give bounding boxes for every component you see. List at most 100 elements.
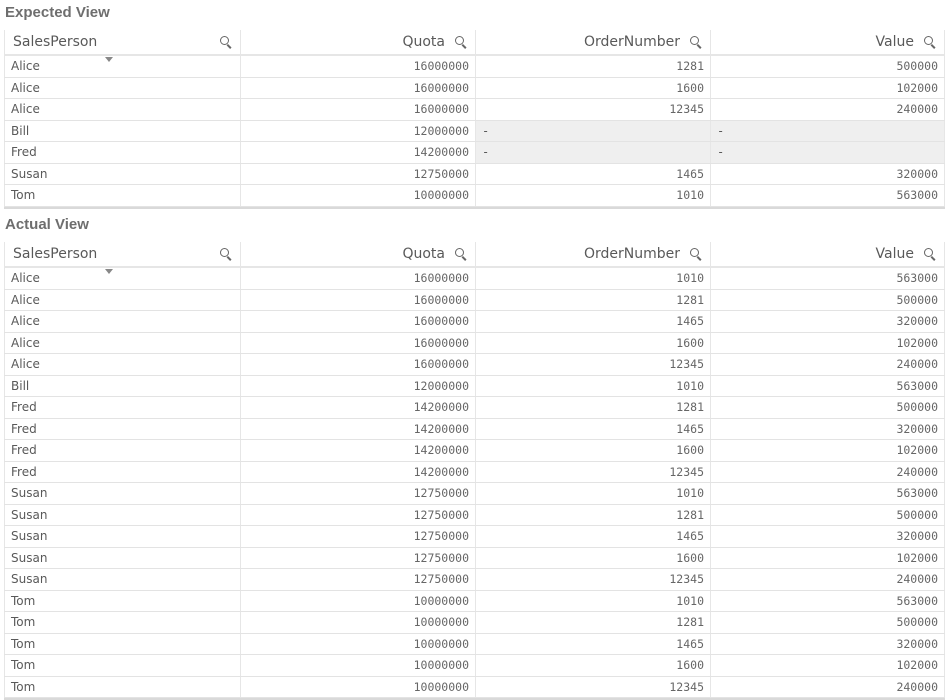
cell-value: 563000 — [710, 590, 945, 611]
cell-salesperson[interactable]: Alice — [4, 332, 240, 353]
cell-quota: 16000000 — [240, 311, 475, 332]
cell-ordernumber: 1465 — [475, 526, 710, 547]
cell-quota: 10000000 — [240, 185, 475, 206]
cell-quota: 16000000 — [240, 289, 475, 310]
table-row: Tom 10000000 1010 563000 — [4, 590, 945, 612]
table-row: Tom 10000000 1281 500000 — [4, 612, 945, 634]
cell-salesperson[interactable]: Bill — [4, 375, 240, 396]
cell-quota: 14200000 — [240, 440, 475, 461]
column-header-label: OrderNumber — [583, 34, 680, 50]
search-icon[interactable] — [690, 248, 702, 260]
column-header-value[interactable]: Value — [710, 242, 945, 266]
cell-ordernumber: 1465 — [475, 418, 710, 439]
cell-quota: 12750000 — [240, 526, 475, 547]
cell-quota: 10000000 — [240, 590, 475, 611]
cell-value: 102000 — [710, 655, 945, 676]
cell-value: 500000 — [710, 397, 945, 418]
table-row: Alice 16000000 1465 320000 — [4, 311, 945, 333]
cell-salesperson[interactable]: Susan — [4, 483, 240, 504]
cell-salesperson[interactable]: Fred — [4, 461, 240, 482]
table-row: Alice 16000000 1600 102000 — [4, 332, 945, 354]
cell-value: 240000 — [710, 99, 945, 120]
cell-ordernumber: 1281 — [475, 612, 710, 633]
cell-value: - — [710, 142, 945, 163]
cell-value: 320000 — [710, 311, 945, 332]
cell-ordernumber: 1600 — [475, 547, 710, 568]
table-row: Susan 12750000 1465 320000 — [4, 163, 945, 185]
cell-salesperson[interactable]: Tom — [4, 655, 240, 676]
cell-ordernumber: 1600 — [475, 332, 710, 353]
cell-salesperson[interactable]: Tom — [4, 676, 240, 697]
cell-value: 563000 — [710, 268, 945, 289]
cell-ordernumber: 1281 — [475, 56, 710, 77]
search-icon[interactable] — [924, 36, 936, 48]
search-icon[interactable] — [220, 36, 232, 48]
column-header-quota[interactable]: Quota — [240, 242, 475, 266]
column-header-label: Quota — [402, 34, 445, 50]
cell-salesperson[interactable]: Susan — [4, 569, 240, 590]
cell-salesperson[interactable]: Alice — [4, 289, 240, 310]
cell-salesperson[interactable]: Susan — [4, 526, 240, 547]
cell-ordernumber: 12345 — [475, 676, 710, 697]
cell-quota: 12750000 — [240, 569, 475, 590]
cell-salesperson[interactable]: Bill — [4, 120, 240, 141]
table-row: Bill 12000000 1010 563000 — [4, 375, 945, 397]
column-header-label: SalesPerson — [13, 246, 98, 262]
cell-salesperson[interactable]: Alice — [4, 354, 240, 375]
cell-salesperson[interactable]: Fred — [4, 142, 240, 163]
cell-salesperson[interactable]: Susan — [4, 504, 240, 525]
cell-ordernumber: 1281 — [475, 289, 710, 310]
cell-salesperson[interactable]: Susan — [4, 163, 240, 184]
search-icon[interactable] — [455, 248, 467, 260]
sort-descending-icon[interactable] — [105, 57, 113, 62]
cell-salesperson[interactable]: Alice — [4, 99, 240, 120]
cell-ordernumber: 1010 — [475, 483, 710, 504]
cell-value: 500000 — [710, 56, 945, 77]
search-icon[interactable] — [924, 248, 936, 260]
column-header-value[interactable]: Value — [710, 30, 945, 54]
expected-view-title: Expected View — [5, 4, 110, 21]
search-icon[interactable] — [455, 36, 467, 48]
cell-ordernumber: 1465 — [475, 633, 710, 654]
cell-salesperson[interactable]: Tom — [4, 633, 240, 654]
column-header-label: Quota — [402, 246, 445, 262]
column-header-salesperson[interactable]: SalesPerson — [4, 30, 240, 62]
cell-salesperson[interactable]: Susan — [4, 547, 240, 568]
cell-salesperson[interactable]: Fred — [4, 418, 240, 439]
cell-salesperson[interactable]: Alice — [4, 311, 240, 332]
cell-salesperson[interactable]: Alice — [4, 268, 240, 289]
table-row: Susan 12750000 1465 320000 — [4, 526, 945, 548]
column-header-salesperson[interactable]: SalesPerson — [4, 242, 240, 274]
cell-salesperson[interactable]: Tom — [4, 590, 240, 611]
cell-value: 240000 — [710, 569, 945, 590]
cell-quota: 16000000 — [240, 354, 475, 375]
column-header-quota[interactable]: Quota — [240, 30, 475, 54]
cell-salesperson[interactable]: Alice — [4, 56, 240, 77]
cell-salesperson[interactable]: Fred — [4, 397, 240, 418]
column-header-ordernumber[interactable]: OrderNumber — [475, 242, 710, 266]
cell-value: 563000 — [710, 185, 945, 206]
search-icon[interactable] — [220, 248, 232, 260]
table-row: Fred 14200000 1600 102000 — [4, 440, 945, 462]
cell-ordernumber: 1010 — [475, 268, 710, 289]
cell-salesperson[interactable]: Fred — [4, 440, 240, 461]
table-row: Bill 12000000- - — [4, 120, 945, 142]
cell-quota: 10000000 — [240, 633, 475, 654]
cell-salesperson[interactable]: Alice — [4, 77, 240, 98]
cell-quota: 12000000 — [240, 120, 475, 141]
table-row: Susan 12750000 1281 500000 — [4, 504, 945, 526]
actual-view-table: SalesPerson Quota OrderNumber Value Alice 160… — [4, 242, 945, 700]
cell-ordernumber: - — [475, 142, 710, 163]
sort-descending-icon[interactable] — [105, 269, 113, 274]
cell-quota: 14200000 — [240, 461, 475, 482]
cell-salesperson[interactable]: Tom — [4, 185, 240, 206]
column-header-ordernumber[interactable]: OrderNumber — [475, 30, 710, 54]
cell-quota: 14200000 — [240, 397, 475, 418]
cell-ordernumber: 1600 — [475, 77, 710, 98]
cell-quota: 10000000 — [240, 655, 475, 676]
cell-value: 320000 — [710, 163, 945, 184]
table-header: SalesPerson Quota OrderNumber Value — [4, 242, 945, 274]
cell-salesperson[interactable]: Tom — [4, 612, 240, 633]
search-icon[interactable] — [690, 36, 702, 48]
cell-value: 500000 — [710, 612, 945, 633]
